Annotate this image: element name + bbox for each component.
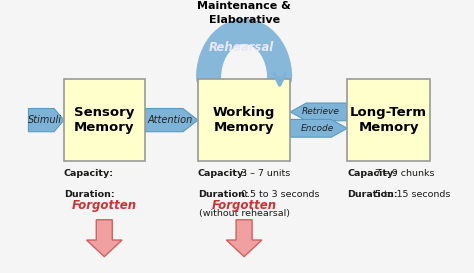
Text: 0.5 to 3 seconds: 0.5 to 3 seconds <box>238 190 319 199</box>
Polygon shape <box>227 220 262 257</box>
Polygon shape <box>145 108 198 132</box>
Text: Long-Term
Memory: Long-Term Memory <box>350 106 427 134</box>
Polygon shape <box>290 120 347 137</box>
Text: Duration:: Duration: <box>64 190 115 199</box>
Text: Duration:: Duration: <box>198 190 248 199</box>
FancyBboxPatch shape <box>64 79 145 161</box>
Text: 7 – 9 chunks: 7 – 9 chunks <box>372 169 435 178</box>
Text: Encode: Encode <box>301 124 334 133</box>
Text: (without rehearsal): (without rehearsal) <box>199 209 290 218</box>
Text: Forgotten: Forgotten <box>72 198 137 212</box>
Text: Duration:: Duration: <box>347 190 398 199</box>
FancyBboxPatch shape <box>198 79 290 161</box>
Text: Stimuli: Stimuli <box>28 115 62 125</box>
Text: Elaborative: Elaborative <box>209 14 280 25</box>
Text: Retrieve: Retrieve <box>301 108 339 116</box>
Text: Capacity:: Capacity: <box>64 169 114 178</box>
Text: Attention: Attention <box>147 115 192 125</box>
Text: Capacity:: Capacity: <box>347 169 397 178</box>
Text: Sensory
Memory: Sensory Memory <box>74 106 135 134</box>
Text: Forgotten: Forgotten <box>211 198 277 212</box>
Polygon shape <box>28 108 64 132</box>
Text: Maintenance &: Maintenance & <box>197 1 291 11</box>
Text: Working
Memory: Working Memory <box>213 106 275 134</box>
Text: Capacity:: Capacity: <box>198 169 248 178</box>
Text: 3 – 7 units: 3 – 7 units <box>238 169 290 178</box>
FancyBboxPatch shape <box>347 79 430 161</box>
Polygon shape <box>86 220 122 257</box>
Text: Rehearsal: Rehearsal <box>209 41 274 54</box>
Text: 5 to 15 seconds: 5 to 15 seconds <box>372 190 450 199</box>
Polygon shape <box>290 103 347 121</box>
